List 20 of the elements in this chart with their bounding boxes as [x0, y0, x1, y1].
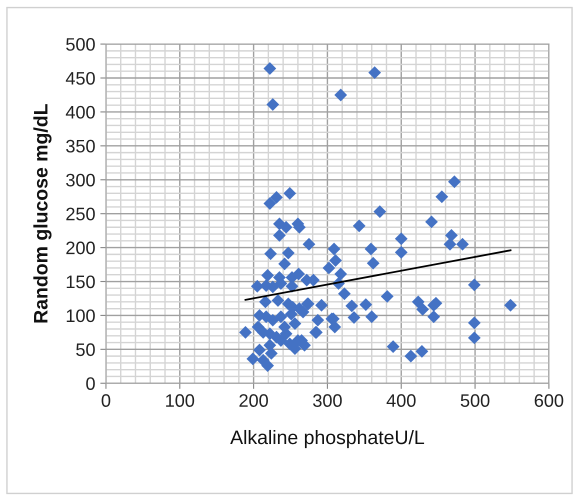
x-tick-label: 100 [166, 394, 194, 407]
y-tick-label: 350 [66, 140, 95, 153]
y-tick-label: 250 [66, 208, 95, 220]
y-tick-label: 300 [66, 174, 95, 186]
y-tick-label: 150 [66, 275, 95, 288]
x-tick-label: 200 [239, 394, 268, 407]
y-tick-label: 450 [66, 72, 95, 85]
y-tick-label: 0 [86, 377, 95, 390]
x-tick-label: 300 [313, 394, 342, 407]
y-tick-label: 100 [66, 309, 95, 322]
y-tick-label: 200 [66, 242, 95, 254]
y-tick-label: 400 [66, 106, 95, 119]
x-tick-label: 600 [534, 394, 564, 407]
y-axis-title: Random glucose mg/dL [33, 104, 52, 323]
x-tick-label: 0 [102, 394, 110, 407]
y-tick-label: 50 [76, 343, 95, 356]
x-tick-label: 400 [386, 394, 416, 407]
x-axis-title: Alkaline phosphateU/L [230, 430, 424, 448]
y-tick-label: 500 [66, 38, 95, 51]
x-tick-label: 500 [460, 394, 490, 407]
